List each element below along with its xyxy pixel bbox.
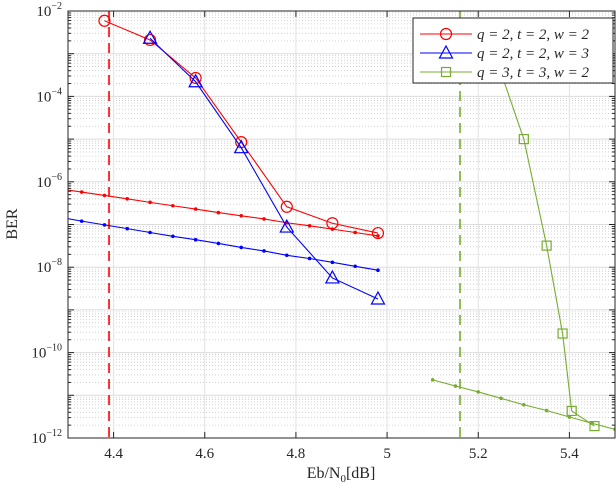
triangle-marker [142, 29, 158, 44]
y-tick-label: 10−8 [36, 257, 62, 276]
bound-point [522, 402, 526, 407]
triangle-marker [233, 139, 249, 154]
x-tick-label: 4.6 [195, 446, 214, 462]
x-tick-label: 5.4 [560, 446, 579, 462]
bound-point [57, 187, 61, 191]
bound-point [125, 196, 130, 201]
bound-point [239, 245, 244, 250]
bound-point [148, 230, 152, 235]
bound-point [102, 223, 107, 227]
bound-point [216, 241, 221, 246]
triangle-marker [438, 44, 454, 59]
bound-point [125, 226, 130, 231]
triangle-marker [370, 290, 386, 305]
bound-point [262, 217, 266, 221]
legend-label: q = 3, t = 3, w = 2 [477, 65, 590, 81]
series-line [500, 72, 595, 427]
bound-point [57, 215, 61, 219]
bound-point [216, 210, 221, 215]
triangle-marker [279, 218, 295, 233]
x-axis-label: Eb/N0[dB] [307, 465, 376, 485]
bound-point [330, 260, 335, 265]
y-axis-label: BER [4, 208, 21, 239]
y-tick-label: 10−4 [36, 86, 62, 105]
bound-point [148, 200, 152, 205]
series-line [149, 37, 379, 300]
bound-point [353, 230, 357, 235]
bound-point [499, 396, 503, 401]
y-tick-label: 10−6 [36, 172, 62, 191]
triangle-marker [324, 269, 340, 284]
triangle-marker [188, 73, 204, 88]
bound-point [453, 384, 458, 388]
bound-point [171, 203, 175, 208]
circle-marker [143, 33, 157, 47]
x-tick-label: 4.8 [287, 446, 306, 462]
bound-point [102, 193, 107, 198]
circle-marker [439, 27, 453, 41]
square-marker [541, 240, 552, 251]
bound-point [171, 234, 175, 239]
square-marker [589, 420, 600, 432]
square-marker [518, 134, 529, 145]
bound-point [285, 253, 289, 258]
ticks: 10−2 10−4 10−6 10−8 10−10 10−12 4.4 4.6 4.8 5 5.2 5… [31, 1, 615, 462]
bound-point [430, 378, 435, 382]
circle-marker [189, 71, 202, 85]
bound-point [307, 224, 312, 228]
legend-label: q = 2, t = 2, w = 2 [477, 27, 590, 43]
bound-point [193, 207, 198, 211]
circle-marker [98, 14, 111, 27]
bound-point [79, 219, 84, 223]
square-marker [440, 66, 452, 78]
bound-point [476, 390, 481, 394]
square-marker [557, 328, 568, 339]
circle-marker [371, 226, 385, 240]
legend: q = 2, t = 2, w = 2 q = 2, t = 2, w = 3 q … [412, 17, 614, 84]
bound-point [544, 408, 549, 413]
y-tick-label: 10−12 [31, 428, 62, 447]
bound-point [79, 190, 84, 194]
bound-point [353, 264, 357, 269]
bound-point [567, 415, 572, 419]
legend-label: q = 2, t = 2, w = 3 [477, 46, 589, 62]
bound-point [262, 249, 266, 253]
bound-point [239, 213, 244, 218]
bound-point [376, 268, 380, 273]
circle-marker [280, 200, 293, 213]
grid [68, 10, 615, 439]
y-tick-label: 10−10 [31, 343, 62, 362]
square-marker [566, 405, 577, 417]
x-tick-label: 4.4 [104, 446, 123, 462]
circle-marker [326, 217, 339, 230]
series-line [104, 20, 379, 234]
x-tick-label: 5 [383, 446, 391, 462]
x-tick-label: 5.2 [469, 446, 488, 462]
bound-point [376, 234, 380, 238]
bound-point [193, 237, 198, 242]
y-tick-label: 10−2 [36, 1, 62, 20]
bound-point [307, 256, 312, 261]
